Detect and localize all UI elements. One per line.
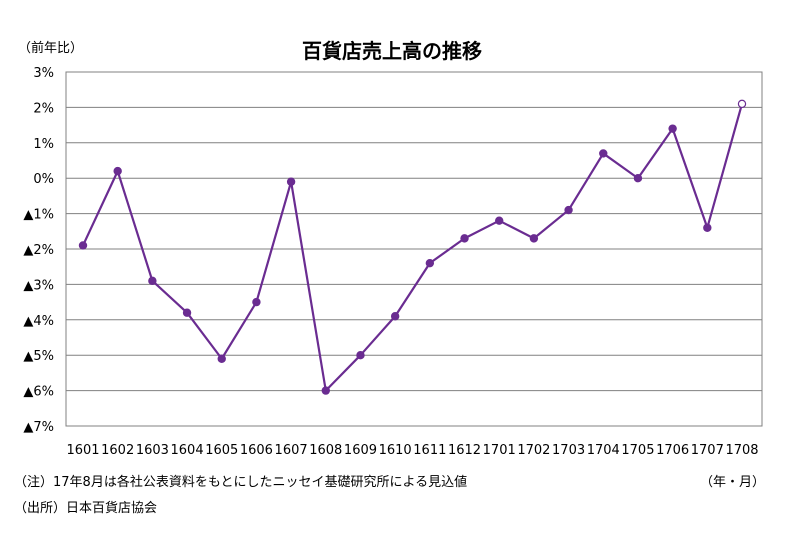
x-tick-label: 1607 bbox=[275, 443, 308, 458]
data-point bbox=[390, 312, 400, 321]
data-point bbox=[78, 241, 88, 250]
data-point-estimate bbox=[737, 99, 747, 109]
x-tick-labels: 1601 1602 1603 1604 1605 1606 1607 1608 1609 1610… bbox=[66, 443, 758, 458]
x-tick-label: 1608 bbox=[309, 443, 342, 458]
y-tick-label: ▲2% bbox=[23, 243, 54, 258]
note-estimate: （注）17年8月は各社公表資料をもとにしたニッセイ基礎研究所による見込値 bbox=[14, 474, 467, 490]
series-line bbox=[82, 103, 744, 392]
data-point bbox=[460, 234, 469, 243]
data-point bbox=[182, 308, 192, 317]
x-tick-label: 1701 bbox=[483, 443, 516, 458]
data-point bbox=[321, 386, 330, 395]
x-tick-label: 1703 bbox=[552, 443, 585, 458]
x-tick-label: 1603 bbox=[136, 443, 169, 458]
y-tick-label: ▲7% bbox=[23, 420, 54, 435]
y-tick-label: ▲3% bbox=[23, 278, 54, 293]
x-tick-label: 1610 bbox=[379, 443, 412, 458]
x-tick-label: 1702 bbox=[517, 443, 550, 458]
x-tick-label: 1704 bbox=[587, 443, 620, 458]
y-tick-label: 0% bbox=[33, 172, 54, 187]
data-point bbox=[564, 205, 573, 215]
data-point bbox=[113, 166, 122, 176]
data-point bbox=[599, 149, 608, 158]
data-point bbox=[252, 297, 261, 307]
data-point bbox=[633, 173, 643, 183]
chart-title: 百貨店売上高の推移 bbox=[302, 39, 482, 63]
y-tick-label: ▲1% bbox=[23, 208, 54, 223]
x-tick-label: 1708 bbox=[725, 443, 758, 458]
x-tick-label: 1605 bbox=[205, 443, 238, 458]
x-tick-label: 1707 bbox=[691, 443, 724, 458]
data-point bbox=[286, 177, 296, 186]
gridlines bbox=[65, 71, 763, 427]
series-group bbox=[78, 99, 747, 395]
x-tick-label: 1611 bbox=[413, 443, 446, 458]
note-source: （出所）日本百貨店協会 bbox=[14, 500, 157, 516]
y-tick-labels: 3% 2% 1% 0% ▲1% ▲2% ▲3% ▲4% ▲5% ▲6% ▲7% bbox=[23, 66, 54, 435]
y-tick-label: ▲4% bbox=[23, 314, 54, 329]
y-tick-label: ▲5% bbox=[23, 349, 54, 364]
y-tick-label: ▲6% bbox=[23, 385, 54, 400]
x-tick-label: 1705 bbox=[621, 443, 654, 458]
data-point bbox=[356, 351, 365, 360]
data-point bbox=[217, 354, 226, 363]
y-axis-label: （前年比） bbox=[18, 40, 83, 56]
data-point bbox=[703, 223, 712, 232]
x-tick-label: 1602 bbox=[101, 443, 134, 458]
data-point bbox=[668, 124, 677, 133]
x-tick-label: 1706 bbox=[656, 443, 689, 458]
x-tick-label: 1601 bbox=[66, 443, 99, 458]
y-tick-label: 3% bbox=[33, 66, 54, 81]
y-tick-label: 2% bbox=[33, 101, 54, 116]
data-point bbox=[495, 216, 504, 225]
x-axis-label: （年・月） bbox=[700, 475, 765, 490]
x-tick-label: 1606 bbox=[240, 443, 273, 458]
data-point bbox=[148, 276, 157, 286]
y-tick-label: 1% bbox=[33, 137, 54, 152]
data-point bbox=[529, 234, 539, 243]
x-tick-label: 1612 bbox=[448, 443, 481, 458]
data-point bbox=[425, 258, 435, 268]
x-tick-label: 1604 bbox=[171, 443, 204, 458]
x-tick-label: 1609 bbox=[344, 443, 377, 458]
